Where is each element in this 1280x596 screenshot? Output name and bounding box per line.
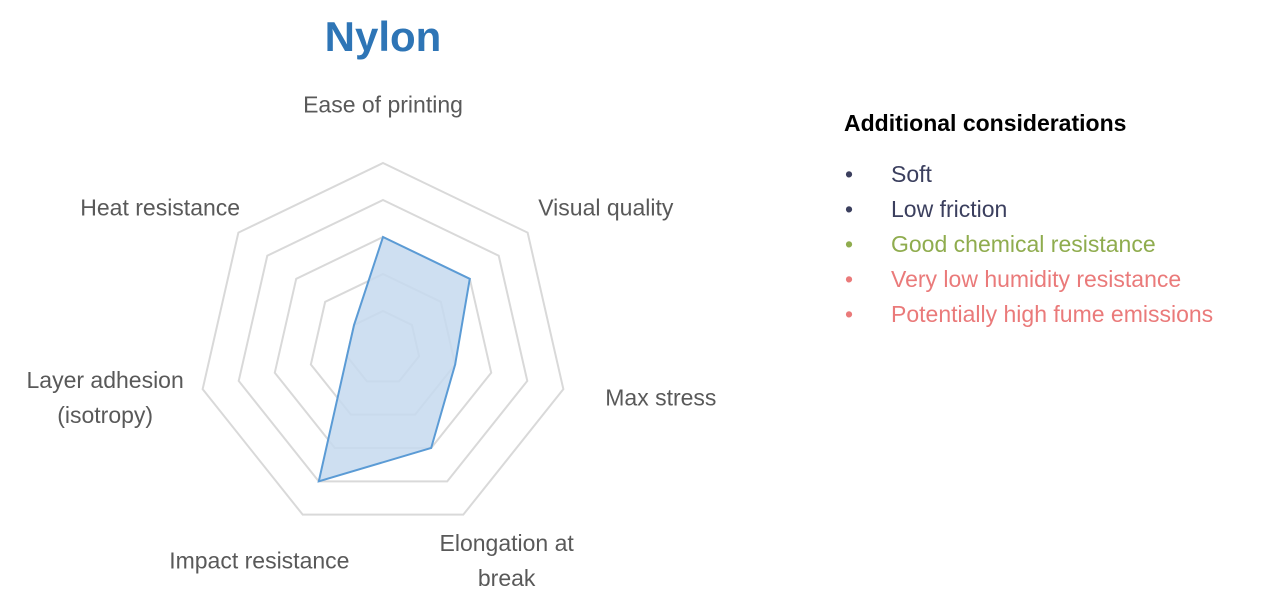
axis-label: Ease of printing	[303, 91, 463, 118]
page: Nylon Additional considerations (() => {…	[26, 13, 1214, 591]
axis-label: Elongation at break	[439, 529, 574, 591]
axis-label: Visual quality	[538, 194, 674, 221]
grid-ring	[237, 198, 529, 483]
bullet: •	[845, 301, 854, 327]
axis-label: Heat resistance	[80, 194, 241, 221]
consideration-item: • Good chemical resistance	[845, 227, 1156, 262]
consideration-item: • Very low humidity resistance	[845, 262, 1181, 297]
bullet: •	[845, 161, 854, 187]
bullet: •	[845, 196, 854, 222]
chart-title: Nylon	[324, 13, 442, 60]
axis-label: Layer adhesion (isotropy)	[26, 367, 184, 429]
axis-label: Max stress	[605, 384, 717, 411]
item-text: Good chemical resistance	[891, 231, 1156, 257]
item-text: Very low humidity resistance	[891, 266, 1182, 292]
consideration-item: • Potentially high fume emissions	[845, 297, 1213, 332]
grid-ring	[201, 161, 565, 516]
axis-label: Impact resistance	[169, 547, 350, 574]
consideration-item: • Low friction	[845, 192, 1007, 227]
item-text: Potentially high fume emissions	[891, 301, 1214, 327]
bullet: •	[845, 231, 854, 257]
chart	[201, 161, 565, 516]
item-text: Low friction	[891, 196, 1008, 222]
item-text: Soft	[891, 161, 932, 187]
bullet: •	[845, 266, 854, 292]
consideration-item: • Soft	[845, 157, 932, 192]
data-area	[317, 235, 471, 483]
considerations-title: Additional considerations	[844, 110, 1127, 136]
